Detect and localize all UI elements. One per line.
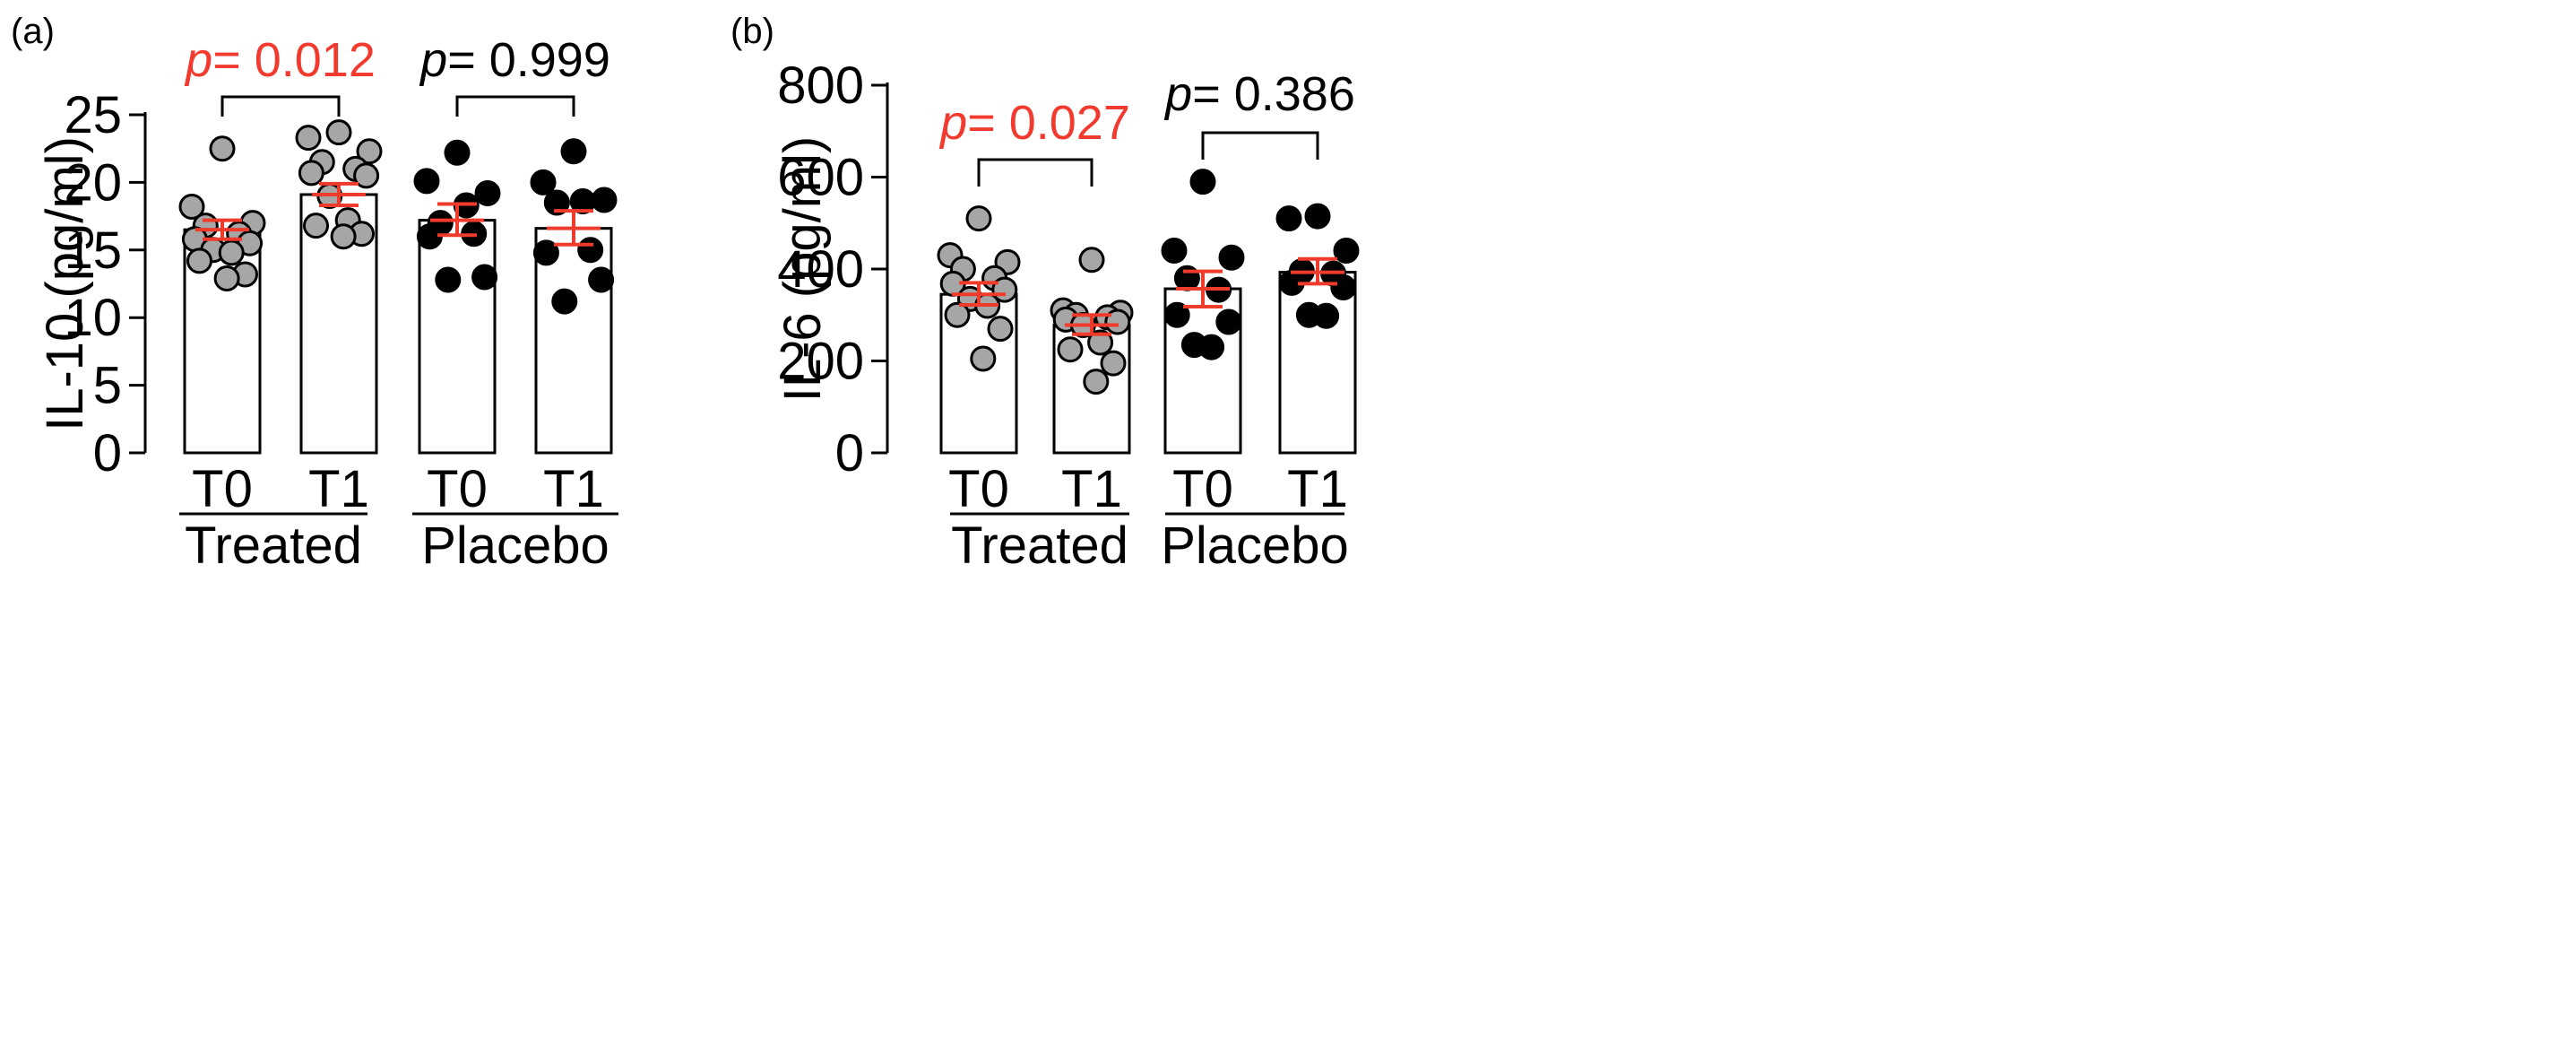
bar xyxy=(418,219,497,455)
y-tick-label: 600 xyxy=(777,149,864,207)
comparison-bracket xyxy=(977,158,1094,187)
data-point xyxy=(209,135,236,162)
group-label: Treated xyxy=(951,517,1128,575)
data-point xyxy=(560,138,587,165)
x-tick-label: T0 xyxy=(427,460,488,518)
data-point xyxy=(474,179,501,206)
data-point xyxy=(295,125,322,152)
data-point xyxy=(1087,329,1114,356)
data-point xyxy=(435,266,462,293)
comparison-bracket xyxy=(220,95,341,117)
data-point xyxy=(530,169,557,195)
data-point xyxy=(944,301,971,328)
data-point xyxy=(325,119,352,146)
data-point xyxy=(588,266,615,293)
data-point xyxy=(303,213,329,239)
data-point xyxy=(1083,369,1110,395)
data-point xyxy=(1215,308,1242,335)
y-tick-label: 25 xyxy=(64,86,122,144)
x-tick-label: T0 xyxy=(1172,460,1233,518)
bar xyxy=(534,227,613,455)
data-point xyxy=(1078,247,1105,274)
data-point xyxy=(987,316,1014,343)
comparison-bracket xyxy=(1201,131,1319,160)
data-point xyxy=(1100,350,1127,377)
x-tick-label: T0 xyxy=(192,460,253,518)
data-point xyxy=(591,187,618,213)
data-point xyxy=(965,205,992,232)
y-axis-title: IL-6 (pg/ml) xyxy=(774,136,832,403)
p-value: = 0.999 xyxy=(447,33,610,87)
x-tick-label: T1 xyxy=(543,460,604,518)
p-value: = 0.012 xyxy=(212,33,376,87)
data-point xyxy=(1275,205,1302,232)
data-point xyxy=(1313,302,1340,329)
y-tick-label: 400 xyxy=(777,240,864,299)
data-point xyxy=(532,239,559,266)
data-point xyxy=(178,194,205,221)
data-point xyxy=(298,160,324,187)
data-point xyxy=(1163,301,1190,328)
data-point xyxy=(1304,203,1331,230)
x-tick-label: T1 xyxy=(1061,460,1122,518)
x-tick-label: T0 xyxy=(948,460,1009,518)
p-symbol: p xyxy=(1163,67,1192,121)
p-value: = 0.386 xyxy=(1192,67,1355,121)
p-symbol: p xyxy=(938,96,967,150)
y-tick-label: 200 xyxy=(777,333,864,391)
p-value-label: p= 0.027 xyxy=(938,96,1130,150)
data-point xyxy=(577,237,604,264)
group-label: Treated xyxy=(185,517,362,575)
y-tick-label: 10 xyxy=(64,289,122,347)
data-point xyxy=(1198,334,1225,360)
p-symbol: p xyxy=(184,33,212,87)
bar xyxy=(1278,271,1357,455)
y-tick-label: 5 xyxy=(93,357,122,415)
p-value-label: p= 0.012 xyxy=(184,33,376,87)
data-point xyxy=(1161,238,1188,264)
y-tick-label: 15 xyxy=(64,221,122,280)
x-tick-label: T1 xyxy=(308,460,369,518)
data-point xyxy=(970,345,997,372)
data-point xyxy=(1057,336,1084,363)
y-tick-label: 0 xyxy=(835,424,864,482)
y-axis-title: IL-10 (pg/ml) xyxy=(36,136,94,431)
data-point xyxy=(1189,169,1216,195)
panel-label: (a) xyxy=(11,12,55,51)
y-tick-label: 800 xyxy=(777,56,864,115)
data-point xyxy=(444,139,471,166)
y-tick-label: 20 xyxy=(64,153,122,212)
panel-label: (b) xyxy=(730,12,774,51)
comparison-bracket xyxy=(455,95,575,117)
data-point xyxy=(1218,244,1245,271)
data-point xyxy=(356,138,383,165)
p-value-label: p= 0.386 xyxy=(1163,67,1355,121)
data-point xyxy=(1104,308,1131,335)
data-point xyxy=(330,223,357,250)
data-point xyxy=(186,247,212,274)
data-point xyxy=(569,188,596,215)
data-point xyxy=(551,288,578,315)
data-point xyxy=(543,189,570,216)
data-point xyxy=(353,162,380,189)
data-point xyxy=(1333,238,1360,264)
group-label: Placebo xyxy=(421,517,609,575)
data-point xyxy=(1330,274,1357,300)
p-symbol: p xyxy=(419,33,447,87)
data-point xyxy=(213,265,240,291)
data-point xyxy=(471,264,498,291)
x-tick-label: T1 xyxy=(1287,460,1348,518)
group-label: Placebo xyxy=(1161,517,1349,575)
data-point xyxy=(413,168,440,195)
data-point xyxy=(218,239,245,266)
y-tick-label: 0 xyxy=(93,424,122,482)
p-value-label: p= 0.999 xyxy=(419,33,610,87)
p-value: = 0.027 xyxy=(967,96,1130,150)
